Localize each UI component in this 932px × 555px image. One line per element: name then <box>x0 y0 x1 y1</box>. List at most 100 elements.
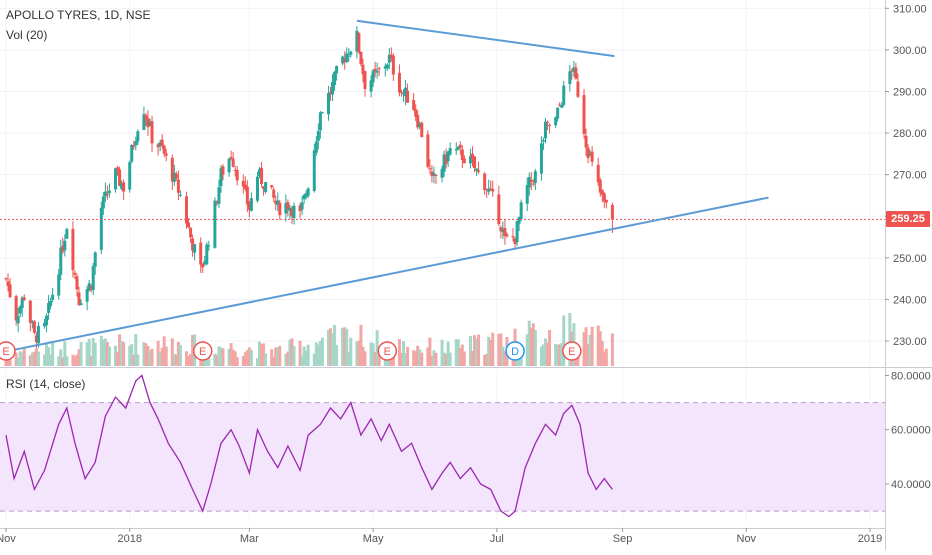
earnings-marker[interactable]: E <box>562 341 582 361</box>
candle-body <box>333 71 337 86</box>
earnings-marker[interactable]: E <box>0 341 16 361</box>
volume-bar <box>590 326 594 366</box>
price-tick-label: 300.00 <box>893 45 927 57</box>
event-label: D <box>511 346 519 358</box>
volume-bar <box>264 353 268 366</box>
candle-body <box>172 172 176 182</box>
candle <box>241 174 245 194</box>
dividend-marker[interactable]: D <box>505 341 525 361</box>
earnings-marker[interactable]: E <box>192 341 213 361</box>
candle-body <box>14 296 18 321</box>
volume-bar <box>610 333 614 366</box>
volume-bar <box>231 349 235 366</box>
event-circle <box>192 341 213 361</box>
volume-bar <box>61 357 65 366</box>
volume-bar <box>215 354 219 366</box>
candle-body <box>264 182 268 192</box>
candle-body <box>412 99 416 110</box>
candle <box>30 320 34 329</box>
candle-body <box>128 162 132 190</box>
volume-bar <box>349 337 353 366</box>
volume-bar <box>503 351 507 366</box>
time-tick-label: Sep <box>613 533 633 545</box>
candle-body <box>99 207 103 250</box>
volume-bar <box>560 343 564 366</box>
candle <box>217 179 221 209</box>
volume-bar <box>568 313 572 366</box>
candle-body <box>586 147 590 158</box>
volume-bar <box>235 357 239 366</box>
candle <box>49 297 53 310</box>
candle-body <box>416 114 420 128</box>
candle <box>298 202 302 219</box>
candle-body <box>306 188 310 196</box>
candle-body <box>511 236 515 238</box>
volume-bar <box>288 339 292 366</box>
volume-bar <box>355 341 359 366</box>
candle <box>406 83 410 103</box>
candle <box>375 62 379 79</box>
candle-body <box>387 54 391 63</box>
candle <box>361 58 365 83</box>
candle-body <box>34 335 38 343</box>
volume-bar <box>34 348 38 366</box>
candle <box>304 190 308 200</box>
candle <box>434 174 438 184</box>
candle <box>326 85 330 121</box>
candle <box>387 48 391 70</box>
candle <box>79 299 83 306</box>
candle-body <box>122 182 126 192</box>
earnings-marker[interactable]: E <box>377 341 398 361</box>
candle-body <box>61 245 65 252</box>
candle <box>18 304 22 318</box>
candle-body <box>485 188 489 190</box>
candle-body <box>331 82 335 95</box>
candle-body <box>543 121 547 139</box>
volume-bar <box>554 343 558 366</box>
candle <box>20 296 24 318</box>
candle <box>300 196 304 215</box>
candle-body <box>22 297 26 300</box>
candle <box>402 89 406 102</box>
candle <box>101 192 105 215</box>
candle-body <box>63 240 67 251</box>
candle-body <box>227 158 231 173</box>
candle-body <box>539 143 543 174</box>
volume-bar <box>397 339 401 366</box>
candle-body <box>369 80 373 92</box>
volume-bar <box>262 343 266 366</box>
candle <box>258 166 262 179</box>
candle-body <box>120 183 124 189</box>
rsi-band <box>0 402 885 512</box>
volume-bar <box>18 351 22 366</box>
volume-bar <box>600 340 604 366</box>
candle <box>600 189 604 203</box>
volume-bar <box>404 352 408 366</box>
candle <box>221 164 225 181</box>
candle <box>199 237 203 273</box>
candle-body <box>570 70 574 72</box>
candle-body <box>85 289 89 302</box>
candles <box>4 26 614 349</box>
candle-body <box>489 188 493 190</box>
candle <box>260 162 264 188</box>
volume-bar <box>185 351 189 366</box>
candle <box>193 244 197 261</box>
candle <box>47 295 51 320</box>
candle <box>302 193 306 204</box>
candle <box>120 180 124 191</box>
candle <box>118 166 122 187</box>
candle-body <box>326 93 330 115</box>
volume-bar <box>134 334 138 366</box>
price-tick-label: 310.00 <box>893 3 927 15</box>
candle <box>247 200 251 218</box>
candle-body <box>598 179 602 193</box>
candle-body <box>527 176 531 188</box>
candle-body <box>345 53 349 63</box>
volume-bar <box>43 354 47 366</box>
candle <box>483 172 487 195</box>
volume-bar <box>314 342 318 366</box>
candle-body <box>49 300 53 306</box>
